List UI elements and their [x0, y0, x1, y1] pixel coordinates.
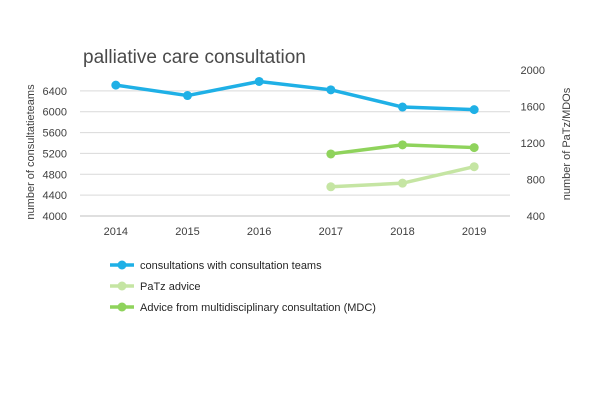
right-tick-label: 400 [527, 211, 545, 223]
x-tick-label: 2019 [462, 226, 486, 238]
legend-marker [117, 281, 127, 291]
right-tick-label: 800 [527, 175, 545, 187]
right-tick-label: 1200 [521, 138, 545, 150]
x-tick-label: 2018 [390, 226, 414, 238]
data-point [111, 80, 121, 90]
series-group [111, 76, 479, 192]
x-tick-label: 2014 [104, 226, 128, 238]
x-tick-label: 2015 [175, 226, 199, 238]
legend-label: consultations with consultation teams [140, 260, 322, 272]
x-tick-label: 2016 [247, 226, 271, 238]
right-axis-label: number of PaTz/MDOs [561, 87, 573, 200]
left-tick-label: 4000 [43, 211, 67, 223]
legend-label: Advice from multidisciplinary consultati… [140, 302, 376, 314]
data-point [254, 76, 264, 86]
x-tick-label: 2017 [319, 226, 343, 238]
left-tick-label: 5600 [43, 128, 67, 140]
series-line [114, 79, 476, 112]
x-axis-ticks: 2014 2015 2016 2017 2018 2019 [104, 226, 487, 238]
data-point [183, 91, 192, 101]
data-point [326, 85, 336, 95]
data-point [469, 162, 479, 172]
legend: consultations with consultation teams PaT… [110, 260, 376, 314]
left-tick-label: 6000 [43, 107, 67, 119]
legend-marker [117, 260, 127, 270]
left-axis-ticks: 4000 4400 4800 5200 5600 6000 6400 [43, 86, 67, 223]
left-axis-label: number of consultatieteams [25, 84, 37, 220]
data-point [398, 140, 407, 150]
legend-label: PaTz advice [140, 281, 201, 293]
data-point [326, 182, 336, 192]
right-tick-label: 1600 [521, 102, 545, 114]
legend-marker [117, 302, 127, 312]
data-point [398, 102, 407, 112]
data-point [326, 149, 336, 159]
left-tick-label: 6400 [43, 86, 67, 98]
right-tick-label: 2000 [521, 65, 545, 77]
data-point [469, 143, 479, 153]
data-point [398, 178, 407, 188]
left-tick-label: 5200 [43, 148, 67, 160]
chart-title: palliative care consultation [83, 47, 306, 68]
right-axis-ticks: 400 800 1200 1600 2000 [521, 65, 545, 223]
left-tick-label: 4400 [43, 190, 67, 202]
left-tick-label: 4800 [43, 169, 67, 181]
data-point [469, 105, 479, 115]
